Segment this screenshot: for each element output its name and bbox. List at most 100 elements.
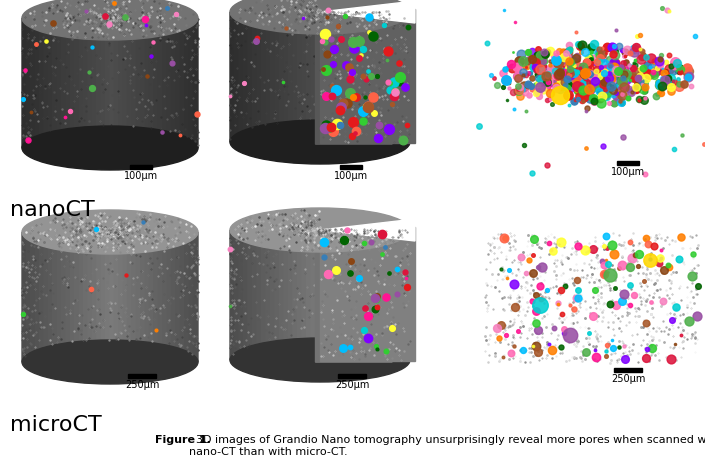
Ellipse shape	[22, 0, 198, 40]
Polygon shape	[356, 249, 360, 360]
Polygon shape	[167, 34, 171, 148]
Polygon shape	[235, 19, 239, 142]
Polygon shape	[298, 33, 302, 142]
Polygon shape	[189, 239, 194, 362]
Polygon shape	[92, 40, 97, 148]
Ellipse shape	[22, 210, 198, 254]
Polygon shape	[396, 21, 401, 142]
Polygon shape	[136, 39, 141, 148]
Polygon shape	[275, 31, 279, 142]
Bar	[614, 368, 642, 372]
Polygon shape	[88, 253, 92, 362]
Text: 250μm: 250μm	[125, 380, 159, 390]
Polygon shape	[75, 252, 79, 362]
Polygon shape	[132, 39, 136, 148]
Polygon shape	[316, 3, 392, 144]
Polygon shape	[26, 25, 31, 148]
Polygon shape	[239, 21, 243, 142]
Bar	[340, 165, 362, 169]
Polygon shape	[128, 253, 132, 362]
Polygon shape	[383, 245, 388, 360]
Polygon shape	[356, 31, 360, 142]
Polygon shape	[293, 251, 298, 360]
Polygon shape	[316, 252, 320, 360]
Polygon shape	[307, 252, 311, 360]
Polygon shape	[302, 33, 307, 142]
Text: 3D images of Grandio Nano tomography unsurprisingly reveal more pores when scann: 3D images of Grandio Nano tomography uns…	[189, 435, 705, 456]
Polygon shape	[88, 40, 92, 148]
Polygon shape	[194, 18, 198, 148]
Polygon shape	[57, 249, 61, 362]
Polygon shape	[61, 250, 66, 362]
Text: microCT: microCT	[10, 415, 102, 435]
Polygon shape	[149, 37, 154, 148]
Polygon shape	[84, 39, 88, 148]
Polygon shape	[401, 237, 405, 360]
Polygon shape	[379, 246, 383, 360]
Bar	[320, 9, 415, 143]
Polygon shape	[284, 32, 288, 142]
Text: 100μm: 100μm	[124, 171, 158, 181]
Polygon shape	[302, 251, 307, 360]
Polygon shape	[343, 33, 347, 142]
Polygon shape	[97, 40, 102, 148]
Polygon shape	[75, 38, 79, 148]
Polygon shape	[70, 252, 75, 362]
Polygon shape	[189, 25, 194, 148]
Polygon shape	[316, 221, 392, 362]
Polygon shape	[230, 12, 235, 142]
Ellipse shape	[230, 0, 410, 34]
Polygon shape	[284, 250, 288, 360]
Polygon shape	[49, 248, 53, 362]
Ellipse shape	[22, 126, 198, 170]
Polygon shape	[49, 34, 53, 148]
Polygon shape	[163, 249, 167, 362]
Polygon shape	[262, 29, 266, 142]
Polygon shape	[159, 36, 163, 148]
Polygon shape	[275, 249, 279, 360]
Bar	[130, 165, 152, 169]
Polygon shape	[154, 250, 159, 362]
Text: 250μm: 250μm	[335, 380, 369, 390]
Polygon shape	[180, 30, 185, 148]
Polygon shape	[141, 252, 145, 362]
Polygon shape	[235, 237, 239, 360]
Polygon shape	[185, 242, 189, 362]
Ellipse shape	[230, 120, 410, 164]
Polygon shape	[320, 252, 324, 360]
Polygon shape	[288, 250, 293, 360]
Polygon shape	[338, 33, 343, 142]
Polygon shape	[320, 34, 324, 142]
Polygon shape	[185, 28, 189, 148]
Polygon shape	[333, 33, 338, 142]
Polygon shape	[114, 40, 119, 148]
Polygon shape	[324, 252, 329, 360]
Polygon shape	[320, 219, 415, 241]
Ellipse shape	[230, 338, 410, 382]
Text: 100μm: 100μm	[334, 171, 368, 181]
Polygon shape	[66, 37, 70, 148]
Ellipse shape	[230, 208, 410, 252]
Polygon shape	[79, 253, 84, 362]
Polygon shape	[248, 25, 252, 142]
Polygon shape	[324, 34, 329, 142]
Polygon shape	[405, 230, 410, 360]
Polygon shape	[35, 244, 39, 362]
Polygon shape	[365, 30, 369, 142]
Polygon shape	[279, 249, 284, 360]
Polygon shape	[252, 245, 257, 360]
Polygon shape	[35, 30, 39, 148]
Polygon shape	[374, 29, 379, 142]
Polygon shape	[383, 27, 388, 142]
Polygon shape	[352, 250, 356, 360]
Polygon shape	[70, 38, 75, 148]
Polygon shape	[248, 243, 252, 360]
Polygon shape	[154, 36, 159, 148]
Polygon shape	[53, 35, 57, 148]
Polygon shape	[329, 252, 333, 360]
Polygon shape	[106, 40, 110, 148]
Polygon shape	[114, 254, 119, 362]
Polygon shape	[171, 32, 176, 148]
Polygon shape	[401, 19, 405, 142]
Polygon shape	[53, 249, 57, 362]
